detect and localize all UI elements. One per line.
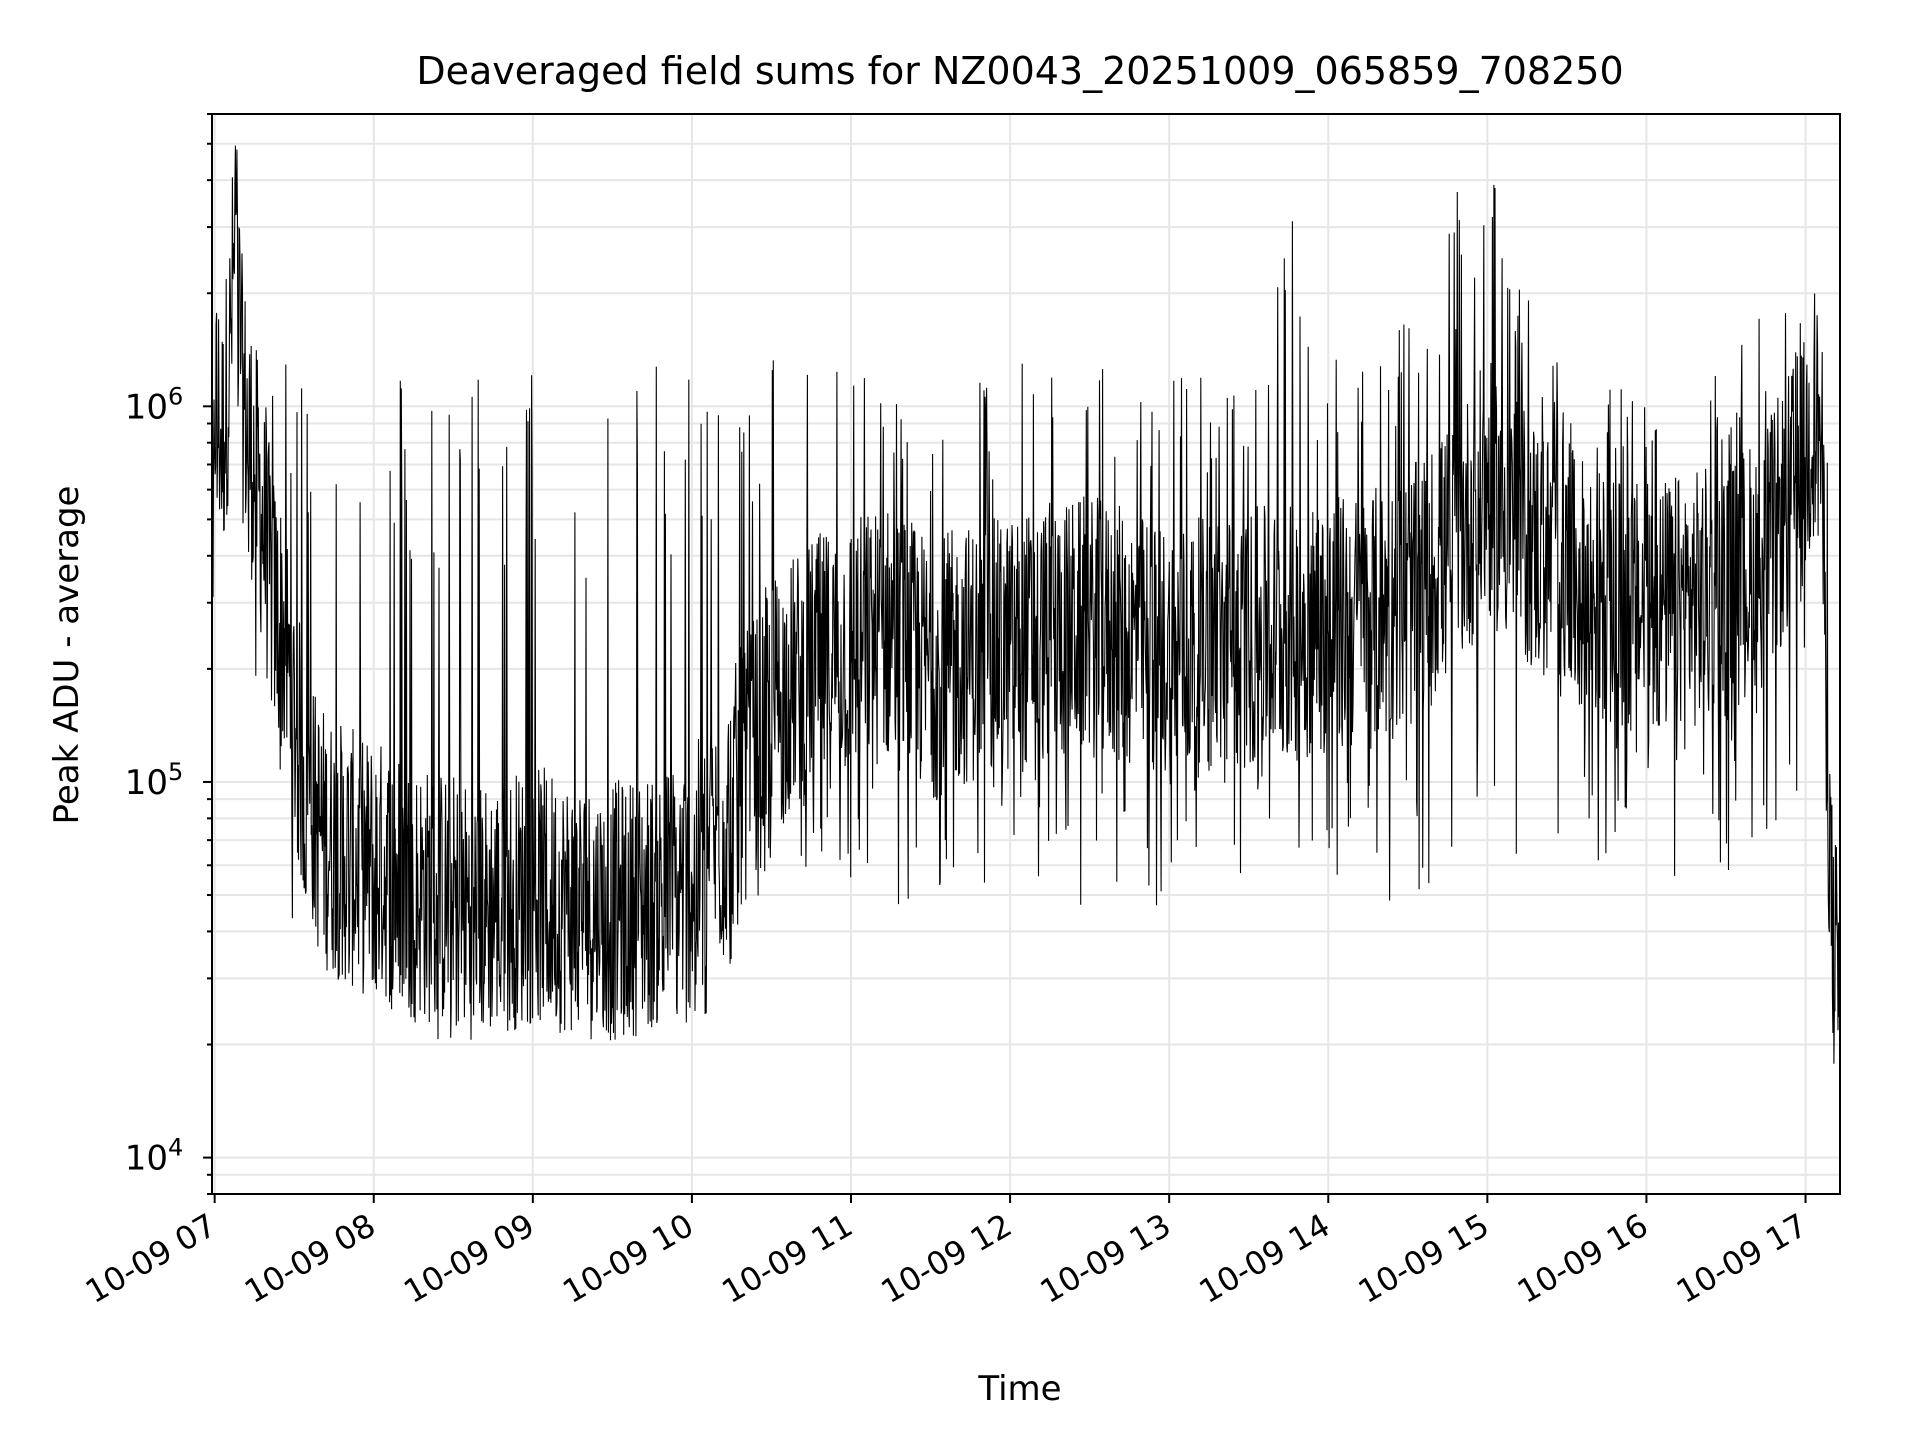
x-tick-label: 10-09 08 bbox=[238, 1206, 382, 1311]
y-tick-label: 105 bbox=[125, 758, 184, 803]
y-tick-label: 106 bbox=[125, 382, 184, 427]
x-tick-label: 10-09 10 bbox=[556, 1206, 700, 1311]
x-tick-label: 10-09 14 bbox=[1193, 1206, 1337, 1311]
x-tick-label: 10-09 15 bbox=[1352, 1206, 1496, 1311]
series-line bbox=[211, 145, 1841, 1064]
x-axis: 10-09 07 10-09 08 10-09 09 10-09 10 10-09 11… bbox=[79, 1194, 1814, 1311]
x-tick-label: 10-09 12 bbox=[874, 1206, 1018, 1311]
x-tick-label: 10-09 13 bbox=[1034, 1206, 1178, 1311]
series-layer bbox=[211, 145, 1841, 1064]
x-tick-label: 10-09 17 bbox=[1670, 1206, 1814, 1311]
x-tick-label: 10-09 07 bbox=[79, 1206, 223, 1311]
y-tick-label: 104 bbox=[125, 1134, 184, 1179]
y-axis-label: Peak ADU - average bbox=[47, 486, 87, 825]
y-axis: 104 105 106 bbox=[125, 113, 212, 1195]
x-axis-label: Time bbox=[977, 1369, 1061, 1409]
plot-frame bbox=[211, 113, 1841, 1195]
x-tick-label: 10-09 16 bbox=[1511, 1206, 1655, 1311]
chart-title: Deaveraged field sums for NZ0043_2025100… bbox=[416, 49, 1623, 93]
x-tick-label: 10-09 11 bbox=[715, 1206, 859, 1311]
x-tick-label: 10-09 09 bbox=[397, 1206, 541, 1311]
